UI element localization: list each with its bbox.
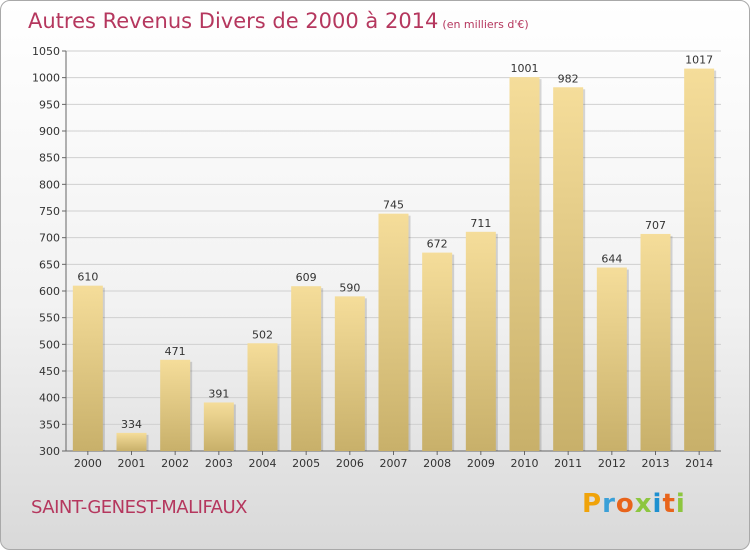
y-tick-label: 1050 xyxy=(32,45,60,58)
y-tick-label: 950 xyxy=(39,98,60,111)
data-label: 334 xyxy=(121,418,142,431)
bar xyxy=(509,77,540,451)
town-name: SAINT-GENEST-MALIFAUX xyxy=(31,497,247,518)
chart-subtitle: (en milliers d'€) xyxy=(442,18,529,31)
x-tick-label: 2012 xyxy=(598,457,626,470)
bar xyxy=(72,285,103,451)
y-tick-label: 900 xyxy=(39,125,60,138)
data-label: 644 xyxy=(601,253,622,266)
logo-letter: r xyxy=(602,489,616,519)
x-tick-label: 2007 xyxy=(380,457,408,470)
bar xyxy=(160,359,191,451)
y-tick-label: 700 xyxy=(39,232,60,245)
y-tick-label: 600 xyxy=(39,285,60,298)
bar xyxy=(596,267,627,451)
bar xyxy=(640,233,671,451)
logo-letter: o xyxy=(615,489,635,519)
bar xyxy=(247,343,278,451)
data-label: 1017 xyxy=(685,54,713,67)
bar xyxy=(465,231,496,451)
y-tick-label: 300 xyxy=(39,445,60,458)
bar xyxy=(684,68,715,451)
y-tick-label: 800 xyxy=(39,178,60,191)
logo-letter: x xyxy=(634,489,653,519)
x-tick-label: 2013 xyxy=(642,457,670,470)
y-tick-label: 850 xyxy=(39,152,60,165)
data-label: 707 xyxy=(645,219,666,232)
chart-title: Autres Revenus Divers de 2000 à 2014 (en … xyxy=(28,9,529,33)
bar xyxy=(553,87,584,452)
x-tick-label: 2006 xyxy=(336,457,364,470)
x-tick-label: 2000 xyxy=(74,457,102,470)
data-label: 610 xyxy=(77,271,98,284)
x-tick-label: 2014 xyxy=(685,457,713,470)
x-tick-label: 2003 xyxy=(205,457,233,470)
data-label: 609 xyxy=(296,271,317,284)
x-tick-label: 2001 xyxy=(118,457,146,470)
y-tick-label: 650 xyxy=(39,258,60,271)
y-tick-label: 500 xyxy=(39,338,60,351)
y-tick-label: 450 xyxy=(39,365,60,378)
data-label: 745 xyxy=(383,199,404,212)
data-label: 471 xyxy=(165,345,186,358)
y-tick-label: 550 xyxy=(39,312,60,325)
x-tick-label: 2005 xyxy=(292,457,320,470)
x-tick-label: 2009 xyxy=(467,457,495,470)
logo-letter: t xyxy=(662,489,676,519)
x-tick-label: 2002 xyxy=(161,457,189,470)
data-label: 1001 xyxy=(511,62,539,75)
bar xyxy=(422,252,453,451)
logo-letter: i xyxy=(652,489,663,519)
logo-letter: P xyxy=(582,489,603,519)
y-tick-label: 350 xyxy=(39,418,60,431)
axes: 300 350 400 450 500 550 600 650 700 750 800 850 900 9… xyxy=(32,45,721,470)
data-label: 711 xyxy=(470,217,491,230)
chart-title-text: Autres Revenus Divers de 2000 à 2014 xyxy=(28,9,439,33)
bar xyxy=(203,402,234,451)
proxiti-logo: Proxiti xyxy=(582,489,686,519)
x-tick-label: 2011 xyxy=(554,457,582,470)
data-label: 982 xyxy=(558,72,579,85)
data-label: 672 xyxy=(427,238,448,251)
bar xyxy=(291,286,322,451)
x-tick-label: 2004 xyxy=(249,457,277,470)
logo-letter: i xyxy=(675,489,686,519)
data-label: 391 xyxy=(208,387,229,400)
y-tick-label: 750 xyxy=(39,205,60,218)
data-label: 590 xyxy=(339,281,360,294)
y-tick-label: 1000 xyxy=(32,72,60,85)
bar xyxy=(378,213,409,451)
x-tick-label: 2008 xyxy=(423,457,451,470)
x-tick-label: 2010 xyxy=(511,457,539,470)
data-labels: 610 334 471 391 502 609 590 745 672 711 1001 982 644… xyxy=(77,54,713,431)
bar xyxy=(334,296,365,451)
bars xyxy=(72,68,717,452)
bar xyxy=(116,432,147,451)
y-tick-label: 400 xyxy=(39,392,60,405)
data-label: 502 xyxy=(252,328,273,341)
